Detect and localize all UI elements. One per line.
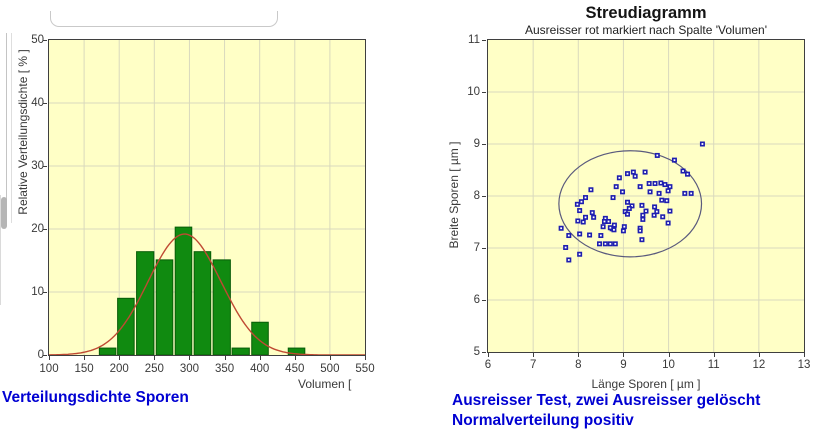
- x-tick-label: 8: [575, 359, 582, 371]
- x-tick-mark: [154, 356, 156, 360]
- x-tick-mark: [713, 353, 715, 357]
- histogram-y-axis-label: Relative Verteilungsdichte [ % ]: [16, 49, 30, 215]
- x-tick-label: 100: [39, 363, 59, 375]
- y-tick-mark: [43, 103, 47, 104]
- y-tick-mark: [43, 229, 47, 230]
- y-tick-mark: [43, 166, 47, 167]
- y-tick-mark: [482, 196, 486, 197]
- x-tick-label: 10: [662, 359, 675, 371]
- x-tick-mark: [668, 353, 670, 357]
- y-tick-mark: [43, 355, 47, 356]
- y-tick-label: 10: [467, 86, 480, 98]
- x-tick-mark: [804, 353, 805, 357]
- y-tick-label: 7: [473, 242, 480, 254]
- scatter-subtitle: Ausreisser rot markiert nach Spalte 'Vol…: [524, 23, 768, 37]
- scatter-svg: [488, 40, 804, 352]
- y-tick-mark: [43, 292, 47, 293]
- x-tick-mark: [329, 356, 331, 360]
- x-tick-label: 400: [250, 363, 270, 375]
- histogram-caption: Verteilungsdichte Sporen: [2, 389, 189, 406]
- x-tick-mark: [189, 356, 191, 360]
- scrollbar-thumb[interactable]: [1, 197, 7, 229]
- scatter-caption-line2: Normalverteilung positiv: [452, 412, 634, 429]
- histogram-plot-area: [48, 39, 366, 356]
- x-tick-label: 450: [285, 363, 305, 375]
- x-tick-label: 11: [707, 359, 720, 371]
- y-tick-label: 9: [473, 138, 480, 150]
- window-edge-line: [6, 33, 7, 223]
- y-tick-label: 20: [31, 223, 44, 235]
- y-tick-mark: [482, 92, 486, 93]
- x-tick-label: 6: [484, 359, 492, 371]
- x-tick-mark: [365, 356, 366, 360]
- histogram-svg: [49, 40, 365, 355]
- x-tick-label: 13: [797, 359, 811, 371]
- y-tick-mark: [43, 40, 47, 41]
- window-edge-line: [0, 195, 1, 305]
- x-tick-mark: [578, 353, 580, 357]
- x-tick-label: 12: [752, 359, 766, 371]
- y-tick-label: 40: [31, 97, 44, 109]
- x-tick-mark: [488, 353, 489, 357]
- x-tick-label: 550: [355, 363, 375, 375]
- histogram-x-axis-label: Volumen [: [298, 377, 352, 391]
- scatter-title: Streudiagramm: [585, 4, 707, 22]
- scatter-plot-area: [487, 39, 805, 353]
- x-tick-label: 9: [620, 359, 627, 371]
- y-tick-mark: [482, 352, 486, 353]
- x-tick-label: 350: [214, 363, 235, 375]
- y-tick-label: 10: [31, 286, 44, 298]
- y-tick-mark: [482, 40, 486, 41]
- y-tick-label: 30: [31, 160, 44, 172]
- x-tick-label: 7: [529, 359, 537, 371]
- scatter-caption-line1: Ausreisser Test, zwei Ausreisser gelösch…: [452, 392, 761, 409]
- x-tick-label: 150: [74, 363, 94, 375]
- y-tick-label: 6: [473, 294, 480, 306]
- x-tick-mark: [294, 356, 296, 360]
- y-tick-mark: [482, 144, 486, 145]
- y-tick-label: 0: [37, 349, 44, 361]
- x-tick-mark: [84, 356, 86, 360]
- x-tick-label: 200: [109, 363, 129, 375]
- scatter-x-axis-label: Länge Sporen [ µm ]: [591, 377, 701, 391]
- x-tick-mark: [49, 356, 50, 360]
- y-tick-label: 5: [473, 346, 480, 358]
- y-tick-label: 50: [31, 34, 44, 46]
- x-tick-mark: [259, 356, 261, 360]
- x-tick-label: 300: [179, 363, 200, 375]
- x-tick-label: 500: [320, 363, 340, 375]
- x-tick-mark: [623, 353, 625, 357]
- y-tick-label: 11: [468, 34, 480, 46]
- y-tick-mark: [482, 248, 486, 249]
- x-tick-mark: [119, 356, 121, 360]
- y-tick-mark: [482, 300, 486, 301]
- x-tick-mark: [533, 353, 535, 357]
- x-tick-label: 250: [144, 363, 164, 375]
- panel-bottom-edge-artifact: [50, 11, 278, 27]
- x-tick-mark: [224, 356, 226, 360]
- y-tick-label: 8: [473, 190, 480, 202]
- x-tick-mark: [758, 353, 760, 357]
- window-edge-line: [11, 33, 12, 223]
